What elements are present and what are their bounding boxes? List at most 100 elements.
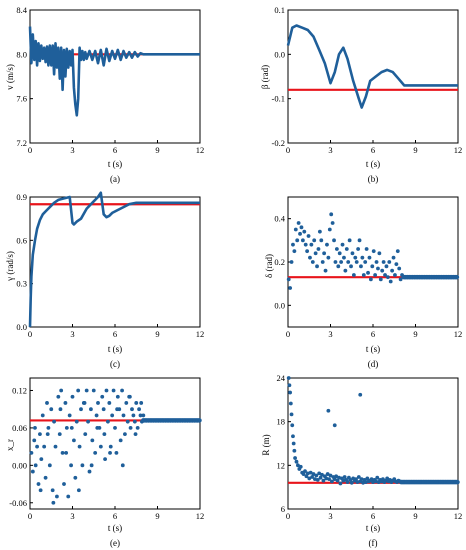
panel-e-data-point: [57, 432, 62, 437]
panel-e-xtick-label: 9: [155, 511, 159, 521]
panel-f-data-point: [317, 471, 322, 476]
panel-d-data-point: [337, 251, 342, 256]
panel-d-data-point: [315, 264, 319, 269]
panel-d-data-point: [313, 251, 318, 256]
panel-e-data-point: [51, 500, 56, 505]
panel-e-data-point: [120, 388, 124, 393]
panel-e-data-point: [132, 419, 137, 424]
panel-c-ytick-label: 0.0: [16, 322, 27, 332]
panel-e-data-point: [120, 463, 125, 468]
panel-e-data-point: [134, 401, 139, 405]
panel-f-data-point: [296, 463, 300, 468]
panel-d-data-point: [291, 242, 295, 247]
panel-d: δ (rad) t (s) (d) 0 3 6 9 12 0.0 0.2 0.4: [264, 196, 462, 369]
panel-d-data-point: [333, 260, 338, 264]
panel-e-data-point: [76, 388, 81, 393]
panel-e-data-point: [127, 394, 132, 399]
panel-d-data-point: [317, 229, 322, 234]
panel-c-xtick-label: 6: [113, 329, 117, 339]
panel-b-xtick-label: 12: [454, 145, 463, 155]
panel-f-data-point: [338, 481, 343, 486]
panel-e-data-point: [113, 426, 117, 430]
panel-e-data-point: [133, 432, 138, 437]
panel-d-data-point: [391, 255, 396, 260]
panel-e-data-point: [128, 426, 133, 430]
panel-d-data-point: [356, 247, 361, 251]
panel-c-xtick-label: 0: [28, 329, 32, 339]
panel-e-data-point: [102, 432, 107, 437]
panel-e-data-point: [94, 413, 99, 418]
panel-e-data-point: [30, 469, 35, 474]
panel-f-data-point: [381, 477, 385, 482]
panel-d-ylabel: δ (rad): [264, 254, 274, 278]
panel-d-data-point: [339, 260, 344, 264]
panel-e-data-point: [70, 394, 75, 399]
panel-d-data-point: [340, 242, 345, 247]
panel-d-data-point: [299, 225, 304, 230]
panel-e-data-point: [118, 438, 123, 443]
panel-e-data-point: [96, 401, 100, 405]
panel-e-data-point: [76, 488, 81, 493]
panel-f-data-point: [298, 464, 303, 469]
panel-b-xtick-label: 3: [328, 145, 332, 155]
panel-a-ytick-label: 7.2: [16, 138, 27, 148]
panel-e-data-point: [140, 419, 144, 424]
panel-a-ylabel: v (m/s): [5, 64, 15, 90]
panel-f-data-point: [375, 475, 380, 480]
panel-f-data-point: [308, 470, 313, 475]
panel-f-data-point: [307, 476, 312, 481]
panel-a-caption: (a): [110, 174, 120, 184]
panel-d-xtick-label: 0: [286, 329, 290, 339]
panel-e-data-point: [35, 444, 39, 449]
panel-d-data-point: [394, 262, 399, 267]
panel-e-data-point: [64, 450, 69, 455]
panel-f-data-point: [354, 477, 358, 482]
panel-b-xtick-label: 6: [371, 145, 375, 155]
panel-d-data-point: [296, 221, 301, 225]
panel-e: x_r t (s) (e) 0 3 6 9 12 -0.06 0.00 0.06 0.12: [5, 377, 204, 548]
panel-d-data-point: [377, 251, 382, 256]
panel-e-data-point: [67, 413, 72, 418]
panel-b-ylabel: β (rad): [260, 65, 270, 89]
panel-d-data-point: [353, 255, 358, 260]
panel-a-xlabel: t (s): [108, 159, 122, 169]
panel-a-frame: [29, 9, 201, 144]
panel-d-data-point: [366, 270, 370, 275]
panel-e-data-point: [33, 426, 37, 430]
panel-e-data-point: [121, 413, 126, 418]
panel-e-data-point: [43, 475, 48, 480]
panel-f-data-point: [385, 476, 390, 481]
panel-f-ytick-label: 24: [277, 373, 286, 383]
panel-d-data-point: [334, 247, 339, 251]
panel-b-ytick-label: -0.2: [272, 138, 285, 148]
panel-e-data-point: [106, 419, 110, 424]
panel-e-data-point: [115, 394, 120, 399]
panel-e-data-point: [86, 419, 90, 424]
panel-e-data-point: [123, 432, 127, 437]
panel-e-data-point: [40, 413, 45, 418]
panel-f-data-point: [334, 474, 339, 479]
panel-e-data-point: [59, 388, 64, 393]
panel-f-data-point: [288, 401, 293, 406]
panel-e-data-point: [98, 444, 103, 449]
panel-e-data-point: [38, 488, 43, 493]
panel-b-caption: (b): [368, 174, 379, 184]
panel-b-ytick-label: 0.1: [274, 5, 285, 15]
panel-e-data-point: [89, 463, 94, 468]
panel-d-data-point: [397, 266, 402, 271]
panel-e-xtick-label: 0: [28, 511, 32, 521]
panel-e-data-point: [55, 494, 59, 499]
panel-d-data-point: [383, 273, 387, 277]
panel-f-data-point: [287, 383, 292, 388]
panel-c: γ (rad/s) t (s) (c) 0 3 6 9 12 0.0 0.3 0.6 0.9: [5, 191, 204, 369]
panel-d-data-point: [342, 255, 346, 260]
panel-d-data-point: [359, 264, 363, 269]
panel-e-data-point: [124, 401, 129, 405]
panel-d-data-point: [395, 249, 400, 254]
panel-b-ytick-label: -0.1: [272, 94, 285, 104]
panel-e-data-point: [93, 450, 98, 455]
panel-e-ylabel: x_r: [5, 439, 15, 451]
panel-a: v (m/s) t (s) (a) 0 3 6 9 12 7.2 7.6 8.0 8.4: [5, 5, 204, 184]
panel-f-data-point: [315, 477, 320, 482]
